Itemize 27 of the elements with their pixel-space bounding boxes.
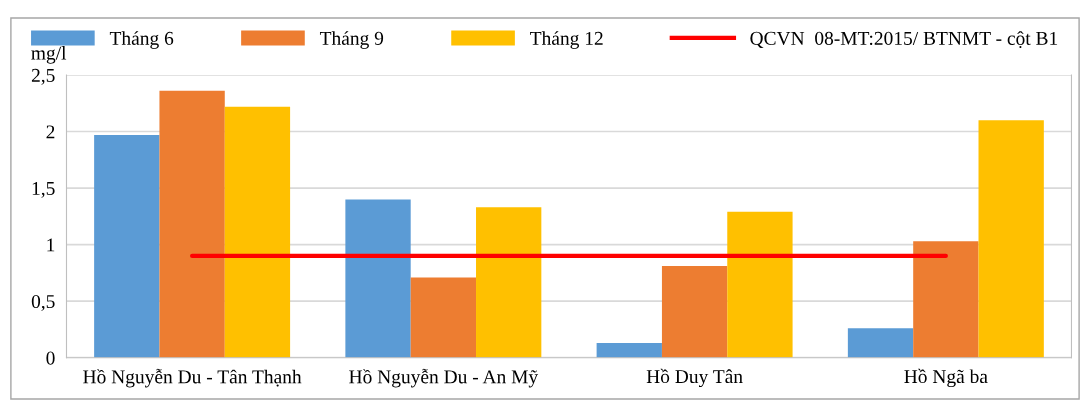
- y-tick-label: 0,5: [31, 294, 55, 311]
- bar: [596, 342, 662, 358]
- bar: [476, 207, 542, 358]
- bar: [94, 134, 160, 358]
- legend-label: Tháng 9: [319, 31, 384, 49]
- bar: [978, 120, 1044, 358]
- bar: [345, 199, 411, 358]
- legend-label: Tháng 12: [530, 31, 603, 49]
- legend-label: QCVN 08-MT:2015/ BTNMT - cột B1: [750, 31, 1058, 48]
- x-tick-label: Hồ Nguyễn Du - An Mỹ: [349, 368, 539, 388]
- bar: [159, 90, 225, 358]
- x-tick-label: Hồ Nguyễn Du - Tân Thạnh: [83, 368, 302, 388]
- y-axis-title: mg/l: [31, 45, 67, 64]
- y-tick-label: 1,5: [32, 181, 55, 198]
- y-tick-label: 2,5: [31, 68, 55, 85]
- legend-label: Tháng 6: [109, 31, 174, 49]
- bar: [913, 241, 979, 358]
- bar: [410, 277, 477, 358]
- x-tick-label: Hồ Duy Tân: [646, 368, 743, 388]
- bar: [661, 266, 728, 358]
- bar: [224, 106, 291, 358]
- y-tick-label: 0: [46, 351, 55, 365]
- x-tick-label: Hồ Ngã ba: [904, 368, 988, 388]
- y-tick-label: 1: [47, 238, 55, 252]
- bar: [727, 211, 793, 358]
- bar: [847, 328, 914, 358]
- y-tick-label: 2: [46, 125, 55, 139]
